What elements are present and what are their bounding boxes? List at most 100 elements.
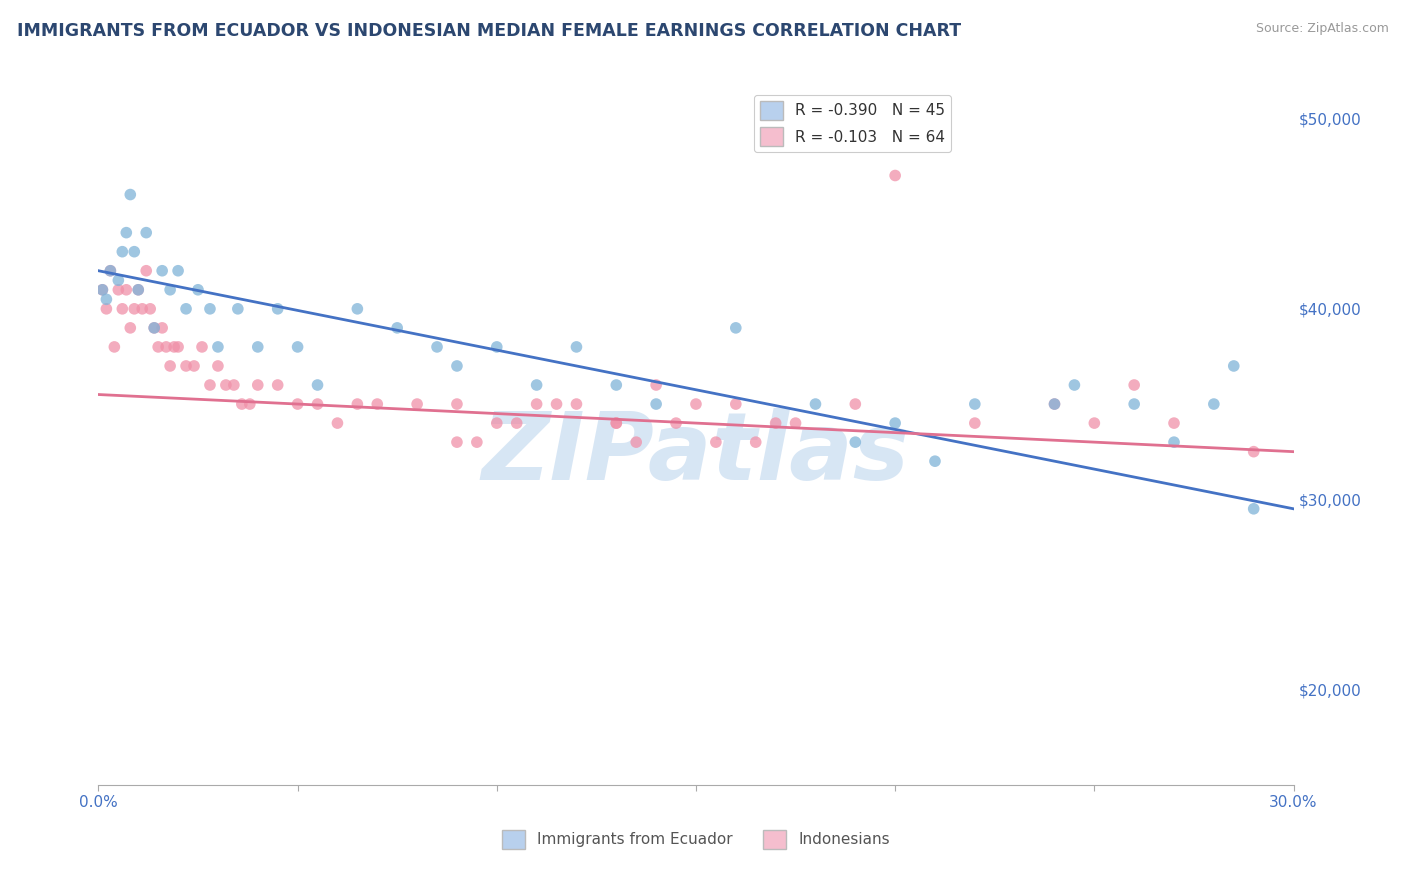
- Point: [446, 435, 468, 450]
- Point: [103, 340, 125, 354]
- Point: [346, 301, 368, 316]
- Point: [565, 397, 588, 411]
- Point: [963, 416, 986, 430]
- Legend: Immigrants from Ecuador, Indonesians: Immigrants from Ecuador, Indonesians: [496, 824, 896, 855]
- Point: [546, 397, 568, 411]
- Point: [605, 378, 627, 392]
- Point: [526, 378, 548, 392]
- Point: [222, 378, 245, 392]
- Point: [1043, 397, 1066, 411]
- Point: [346, 397, 368, 411]
- Point: [1243, 501, 1265, 516]
- Point: [246, 378, 269, 392]
- Point: [111, 301, 134, 316]
- Point: [765, 416, 787, 430]
- Point: [704, 435, 727, 450]
- Point: [174, 359, 197, 373]
- Point: [485, 416, 508, 430]
- Point: [307, 397, 329, 411]
- Point: [287, 397, 309, 411]
- Point: [963, 397, 986, 411]
- Point: [485, 340, 508, 354]
- Point: [884, 169, 907, 183]
- Point: [150, 321, 173, 335]
- Point: [198, 301, 221, 316]
- Point: [287, 340, 309, 354]
- Point: [207, 359, 229, 373]
- Point: [645, 378, 668, 392]
- Point: [844, 435, 866, 450]
- Point: [665, 416, 688, 430]
- Point: [267, 301, 290, 316]
- Point: [246, 340, 269, 354]
- Point: [1063, 378, 1085, 392]
- Point: [1223, 359, 1246, 373]
- Point: [924, 454, 946, 468]
- Point: [107, 283, 129, 297]
- Point: [167, 340, 190, 354]
- Point: [98, 264, 122, 278]
- Point: [844, 397, 866, 411]
- Point: [159, 283, 181, 297]
- Text: IMMIGRANTS FROM ECUADOR VS INDONESIAN MEDIAN FEMALE EARNINGS CORRELATION CHART: IMMIGRANTS FROM ECUADOR VS INDONESIAN ME…: [17, 22, 960, 40]
- Point: [465, 435, 488, 450]
- Point: [191, 340, 214, 354]
- Point: [131, 301, 153, 316]
- Point: [526, 397, 548, 411]
- Point: [159, 359, 181, 373]
- Point: [385, 321, 409, 335]
- Text: ZIPatlas: ZIPatlas: [482, 408, 910, 500]
- Point: [143, 321, 166, 335]
- Point: [884, 416, 907, 430]
- Point: [1043, 397, 1066, 411]
- Point: [163, 340, 186, 354]
- Point: [307, 378, 329, 392]
- Point: [96, 293, 118, 307]
- Point: [1202, 397, 1225, 411]
- Point: [1243, 444, 1265, 458]
- Point: [226, 301, 249, 316]
- Point: [785, 416, 807, 430]
- Point: [1123, 378, 1146, 392]
- Point: [626, 435, 648, 450]
- Point: [565, 340, 588, 354]
- Text: Source: ZipAtlas.com: Source: ZipAtlas.com: [1256, 22, 1389, 36]
- Point: [127, 283, 149, 297]
- Point: [91, 283, 114, 297]
- Point: [745, 435, 768, 450]
- Point: [804, 397, 827, 411]
- Point: [605, 416, 627, 430]
- Point: [724, 321, 747, 335]
- Point: [366, 397, 388, 411]
- Point: [207, 340, 229, 354]
- Point: [148, 340, 170, 354]
- Point: [183, 359, 205, 373]
- Point: [124, 301, 146, 316]
- Point: [91, 283, 114, 297]
- Point: [1163, 416, 1185, 430]
- Point: [107, 273, 129, 287]
- Point: [1163, 435, 1185, 450]
- Point: [215, 378, 238, 392]
- Point: [239, 397, 262, 411]
- Point: [135, 264, 157, 278]
- Point: [446, 397, 468, 411]
- Point: [506, 416, 529, 430]
- Point: [120, 187, 142, 202]
- Point: [198, 378, 221, 392]
- Point: [724, 397, 747, 411]
- Point: [167, 264, 190, 278]
- Point: [174, 301, 197, 316]
- Point: [96, 301, 118, 316]
- Point: [406, 397, 429, 411]
- Point: [111, 244, 134, 259]
- Point: [115, 226, 138, 240]
- Point: [124, 244, 146, 259]
- Point: [143, 321, 166, 335]
- Point: [267, 378, 290, 392]
- Point: [98, 264, 122, 278]
- Point: [645, 397, 668, 411]
- Point: [120, 321, 142, 335]
- Point: [231, 397, 253, 411]
- Point: [446, 359, 468, 373]
